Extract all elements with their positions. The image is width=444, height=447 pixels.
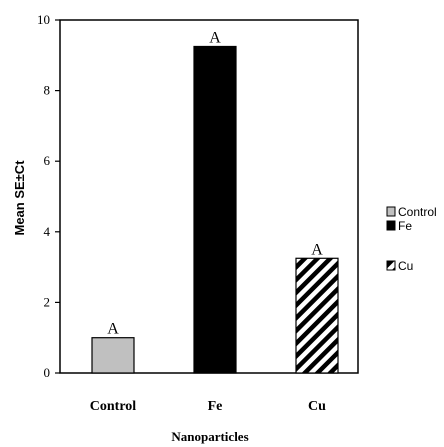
bar-cu [295, 257, 339, 374]
y-tick-label: 10 [37, 12, 50, 27]
y-axis-title: Mean SE±Ct [12, 160, 27, 236]
x-axis: Control Fe Cu [90, 399, 326, 414]
legend-swatch-fe [386, 220, 396, 231]
data-labels: A A A [107, 29, 323, 337]
x-tick-label: Control [90, 399, 137, 414]
x-tick-label: Fe [208, 399, 223, 414]
y-tick-label: 8 [44, 83, 51, 98]
data-label-fe: A [209, 29, 221, 46]
bars [91, 45, 339, 374]
y-tick-label: 6 [44, 153, 51, 168]
data-label-control: A [107, 321, 119, 338]
y-tick-label: 0 [44, 365, 51, 380]
y-tick-label: 4 [44, 224, 51, 239]
data-label-cu: A [311, 241, 323, 258]
bar-fe [193, 45, 237, 374]
legend-swatch-control [386, 206, 396, 217]
legend-label-fe: Fe [398, 219, 412, 233]
x-tick-label: Cu [308, 399, 326, 414]
legend-label-control: Control [398, 205, 437, 219]
y-tick-label: 2 [44, 294, 51, 309]
x-axis-title: Nanoparticles [171, 429, 248, 444]
y-axis: 0 2 4 6 8 10 [37, 12, 60, 380]
bar-control [91, 337, 135, 374]
legend-swatch-cu [386, 260, 396, 271]
legend-label-cu: Cu [398, 259, 413, 273]
